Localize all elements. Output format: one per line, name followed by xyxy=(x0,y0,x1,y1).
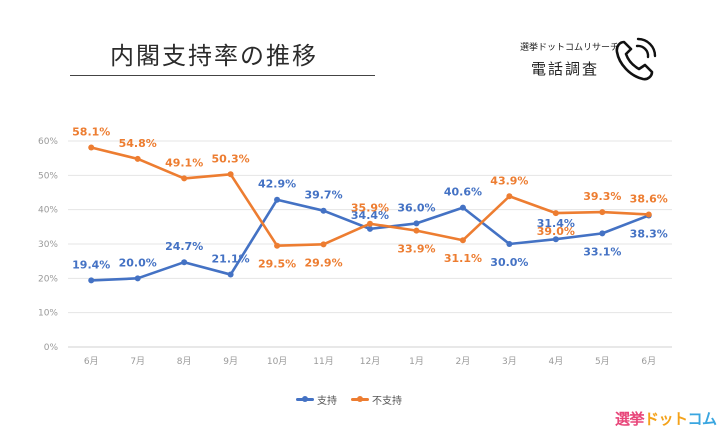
data-label: 54.8% xyxy=(119,137,157,150)
x-tick-label: 4月 xyxy=(548,356,563,367)
data-point xyxy=(459,237,466,244)
data-point xyxy=(413,220,420,227)
data-label: 34.4% xyxy=(351,209,389,222)
data-label: 43.9% xyxy=(490,174,528,187)
data-point xyxy=(274,242,281,249)
legend-swatch-nonsupport xyxy=(351,396,369,402)
data-point xyxy=(227,171,234,178)
x-tick-label: 3月 xyxy=(502,356,517,367)
data-point xyxy=(599,209,606,216)
data-label: 29.5% xyxy=(258,258,296,271)
data-label: 33.1% xyxy=(583,245,621,258)
x-tick-label: 11月 xyxy=(313,356,333,367)
y-tick-label: 10% xyxy=(38,309,58,319)
legend-item-support: 支持 xyxy=(296,392,337,407)
data-label: 24.7% xyxy=(165,240,203,253)
data-label: 29.9% xyxy=(304,256,342,269)
x-tick-label: 8月 xyxy=(177,356,192,367)
y-tick-label: 30% xyxy=(38,240,58,250)
x-tick-label: 9月 xyxy=(223,356,238,367)
x-tick-label: 5月 xyxy=(595,356,610,367)
y-tick-label: 20% xyxy=(38,274,58,284)
x-tick-label: 7月 xyxy=(130,356,145,367)
data-label: 38.3% xyxy=(630,228,668,241)
data-label: 58.1% xyxy=(72,126,110,139)
legend-item-nonsupport: 不支持 xyxy=(351,392,402,407)
data-point xyxy=(320,241,327,248)
x-tick-label: 6月 xyxy=(84,356,99,367)
data-point xyxy=(506,241,513,247)
data-point xyxy=(181,175,188,182)
data-point xyxy=(88,277,95,284)
brand-logo: 選挙ドットコム xyxy=(615,410,717,428)
data-point xyxy=(88,144,95,151)
brand-caption: 選挙ドットコムリサーチ xyxy=(520,43,620,53)
data-point xyxy=(134,275,141,282)
data-label: 39.3% xyxy=(583,190,621,203)
x-tick-label: 12月 xyxy=(360,356,380,367)
y-tick-label: 50% xyxy=(38,171,58,181)
x-tick-label: 10月 xyxy=(267,356,287,367)
data-label: 20.0% xyxy=(119,256,157,269)
x-tick-label: 2月 xyxy=(456,356,471,367)
chart-legend: 支持 不支持 xyxy=(296,392,402,407)
x-tick-label: 6月 xyxy=(641,356,656,367)
page-title: 内閣支持率の推移 xyxy=(110,42,318,70)
legend-swatch-support xyxy=(296,396,314,402)
data-point xyxy=(181,259,188,266)
data-point xyxy=(134,155,141,162)
data-label: 39.7% xyxy=(304,189,342,202)
legend-label-nonsupport: 不支持 xyxy=(372,396,402,407)
data-label: 30.0% xyxy=(490,256,528,269)
data-point xyxy=(413,227,420,234)
data-label: 39.0% xyxy=(537,225,575,238)
data-point xyxy=(645,211,652,218)
data-label: 38.6% xyxy=(630,192,668,205)
data-label: 35.9% xyxy=(351,202,389,215)
data-point xyxy=(367,220,373,227)
x-tick-label: 1月 xyxy=(409,356,424,367)
data-point xyxy=(552,210,559,217)
data-label: 19.4% xyxy=(72,258,110,271)
data-point xyxy=(552,236,559,243)
y-tick-label: 60% xyxy=(38,137,58,147)
legend-label-support: 支持 xyxy=(317,396,337,407)
phone-icon xyxy=(610,34,666,84)
data-point xyxy=(320,207,327,214)
data-label: 42.9% xyxy=(258,178,296,191)
data-point xyxy=(227,271,234,278)
data-label: 40.6% xyxy=(444,186,482,199)
data-point xyxy=(506,193,513,200)
data-label: 36.0% xyxy=(397,201,435,214)
data-point xyxy=(459,204,466,211)
data-label: 50.3% xyxy=(212,152,250,165)
y-tick-label: 40% xyxy=(38,206,58,216)
data-label: 31.1% xyxy=(444,252,482,265)
data-point xyxy=(599,230,606,237)
data-label: 33.9% xyxy=(397,243,435,256)
data-point xyxy=(274,196,281,203)
data-label: 31.4% xyxy=(537,217,575,230)
data-label: 21.1% xyxy=(212,253,250,266)
title-underline xyxy=(70,75,375,76)
y-tick-label: 0% xyxy=(44,343,59,353)
data-point xyxy=(367,225,373,232)
data-label: 49.1% xyxy=(165,156,203,169)
survey-type-label: 電話調査 xyxy=(531,60,600,78)
